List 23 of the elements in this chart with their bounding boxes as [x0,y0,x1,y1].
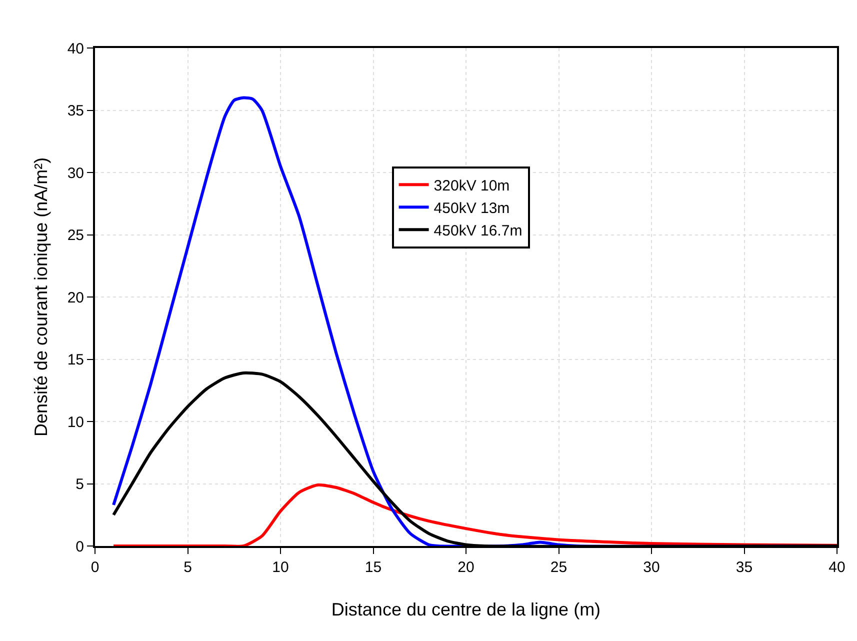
y-tick-label: 25 [67,227,84,244]
x-tick-label: 35 [736,559,753,576]
y-tick-label: 15 [67,352,84,368]
x-tick-label: 15 [364,559,382,576]
y-tick-label: 10 [67,414,84,431]
legend-label: 450kV 16.7m [434,222,522,240]
x-tick-label: 10 [272,559,289,576]
y-tick-label: 30 [67,164,84,182]
x-tick-label: 30 [643,559,660,576]
x-tick-label: 20 [458,559,474,576]
y-tick-label: 20 [67,289,84,306]
x-tick-label: 5 [184,559,192,576]
x-axis-title: Distance du centre de la ligne (m) [331,600,601,620]
y-axis-title: Densité de courant ionique (nA/m²) [31,157,52,437]
y-tick-label: 35 [67,102,84,120]
x-tick-label: 40 [828,559,846,576]
legend-label: 320kV 10m [434,177,510,194]
legend-label: 450kV 13m [434,200,510,217]
y-tick-label: 0 [76,538,84,556]
y-tick-label: 40 [67,40,84,58]
x-tick-label: 0 [90,559,100,576]
x-tick-label: 25 [550,559,568,576]
y-tick-label: 5 [76,476,84,493]
